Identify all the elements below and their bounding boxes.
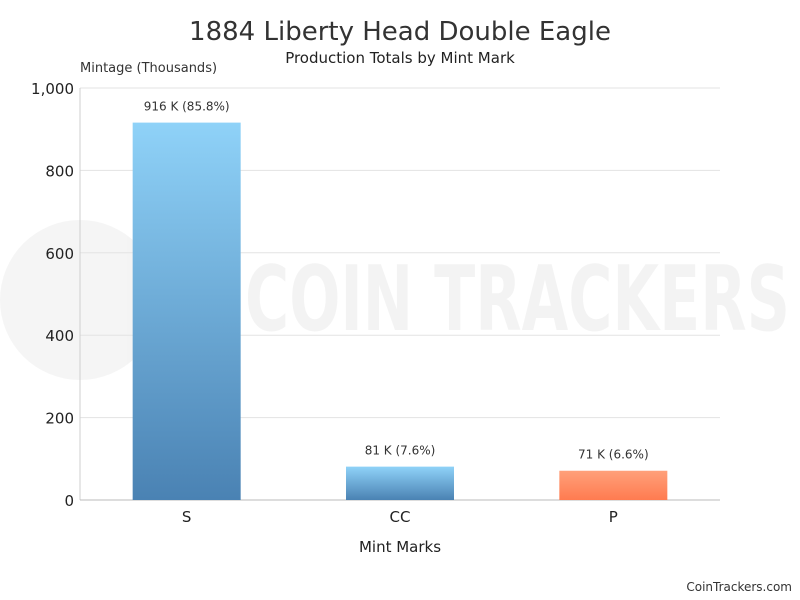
x-tick-label: S [182, 508, 192, 526]
y-tick-label: 1,000 [31, 80, 74, 98]
y-tick-label: 600 [45, 245, 74, 263]
y-axis-ticks: 0 200 400 600 800 1,000 [31, 80, 74, 510]
x-axis-label: Mint Marks [359, 538, 441, 556]
chart-subtitle: Production Totals by Mint Mark [285, 49, 515, 67]
x-tick-label: CC [390, 508, 411, 526]
grid [80, 87, 720, 419]
data-label: 81 K (7.6%) [365, 444, 436, 458]
y-tick-label: 800 [45, 162, 74, 180]
bar-p[interactable] [559, 470, 668, 500]
y-axis-label: Mintage (Thousands) [80, 61, 217, 76]
data-labels: 916 K (85.8%) 81 K (7.6%) 71 K (6.6%) [144, 100, 649, 462]
data-label: 916 K (85.8%) [144, 100, 230, 114]
data-label: 71 K (6.6%) [578, 448, 649, 462]
chart-title: 1884 Liberty Head Double Eagle [189, 17, 611, 47]
watermark: COIN TRACKERS [0, 220, 790, 380]
bars [132, 122, 668, 500]
x-axis-ticks: S CC P [182, 508, 618, 526]
bar-cc[interactable] [346, 466, 454, 500]
y-tick-label: 400 [45, 327, 74, 345]
watermark-text: COIN TRACKERS [245, 247, 790, 352]
credit-link[interactable]: CoinTrackers.com [686, 580, 792, 594]
y-tick-label: 200 [45, 410, 74, 428]
x-tick-label: P [609, 508, 618, 526]
bar-s[interactable] [132, 122, 241, 500]
y-tick-label: 0 [64, 492, 74, 510]
